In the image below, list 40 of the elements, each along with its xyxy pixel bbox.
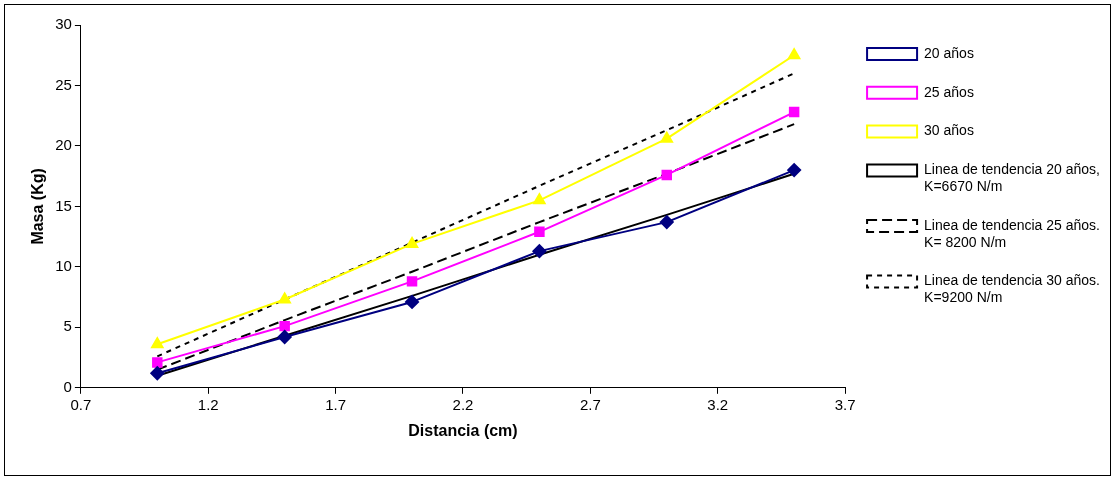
x-tick-label: 2.7 [579, 395, 601, 413]
y-tick-label: 25 [55, 75, 72, 93]
x-tick-label: 3.7 [834, 395, 856, 413]
x-tick-label: 3.2 [707, 395, 729, 413]
y-axis-title: Masa (Kg) [29, 168, 47, 245]
legend-label: Linea de tendencia 30 años. K=9200 N/m [924, 272, 1101, 306]
point [277, 330, 292, 345]
x-tick-label: 1.2 [197, 395, 219, 413]
x-axis-title: Distancia (cm) [408, 421, 518, 439]
legend-label: Linea de tendencia 25 años. K= 8200 N/m [924, 216, 1101, 250]
legend-label: 20 años [924, 44, 974, 61]
point [787, 48, 801, 60]
point [406, 276, 418, 287]
point [661, 169, 673, 181]
y-tick-label: 5 [63, 317, 72, 335]
point [150, 366, 165, 381]
x-tick-label: 1.7 [325, 395, 347, 413]
y-tick-label: 20 [55, 136, 72, 154]
legend-label: 30 años [924, 122, 974, 139]
x-tick-label: 2.2 [452, 395, 474, 413]
legend-label: 25 años [924, 83, 974, 100]
point [532, 244, 547, 259]
point [152, 357, 163, 368]
y-tick-label: 10 [55, 257, 72, 275]
point [405, 294, 420, 309]
x-tick-label: 0.7 [70, 395, 92, 413]
point [659, 215, 674, 230]
point [279, 320, 290, 332]
point [278, 292, 291, 304]
y-tick-label: 30 [55, 15, 72, 33]
point [151, 337, 164, 349]
legend-label: Linea de tendencia 20 años, K=6670 N/m [924, 161, 1101, 195]
point [660, 131, 673, 143]
point [405, 236, 419, 248]
y-tick-label: 15 [55, 196, 72, 214]
point [787, 163, 802, 178]
point [788, 106, 800, 118]
point [534, 226, 545, 238]
y-tick-label: 0 [63, 377, 72, 395]
point [533, 193, 546, 205]
